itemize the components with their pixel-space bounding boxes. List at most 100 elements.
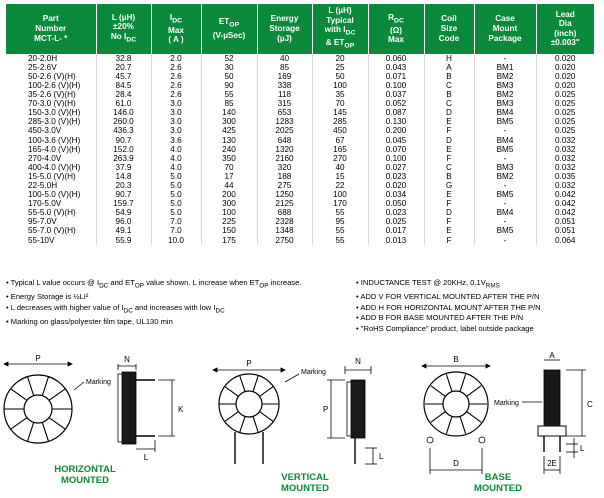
- table-body: 20-2.0H 32.8 2.0 52 40 20 0.060 H -0.020 25-2.6V 2…: [6, 53, 594, 245]
- toroid-inner: [23, 394, 53, 424]
- cell-etop: 70: [201, 162, 258, 172]
- col-header-rdc: RDC (Ω) Max: [368, 4, 425, 54]
- cell-inductance-typical: 70: [312, 99, 369, 109]
- cell-idc-max: 5.0: [151, 171, 202, 181]
- coil-side-edge: [346, 381, 352, 437]
- cell-lead-dia: 0.032: [555, 162, 576, 172]
- table-row: 50-2.6 (V)(H) 45.7 2.6 50 169 50 0.071 B BM2 0.02…: [6, 71, 594, 81]
- cell-lead-dia: 0.042: [555, 190, 576, 200]
- cell-inductance: 90.7: [96, 190, 152, 200]
- coil-side-edge: [117, 373, 123, 443]
- cell-etop: 52: [201, 53, 258, 63]
- cell-etop: 17: [201, 171, 258, 181]
- cell-etop: 100: [201, 208, 258, 218]
- dim-label-c: C: [587, 400, 593, 409]
- cell-etop: 350: [201, 153, 258, 163]
- cell-etop: 130: [201, 135, 258, 145]
- cell-inductance-typical: 20: [312, 53, 369, 63]
- cell-part-number: 165-4.0 (V)(H): [6, 144, 97, 154]
- cell-idc-max: 2.6: [151, 80, 202, 91]
- cell-inductance-typical: 285: [312, 117, 369, 127]
- cell-energy-storage: 40: [257, 53, 313, 63]
- cell-lead-dia: 0.025: [555, 108, 576, 118]
- cell-rdc-max: 0.100: [368, 153, 425, 163]
- cell-lead-dia: 0.020: [555, 80, 576, 90]
- table-row: 270-4.0V 263.9 4.0 350 2160 270 0.100 F - 0.032: [6, 153, 594, 163]
- cell-energy-storage: 320: [257, 162, 313, 172]
- cell-part-number: 20-2.0H: [6, 53, 97, 63]
- cell-idc-max: 3.0: [151, 126, 202, 136]
- toroid-outer: [423, 371, 489, 437]
- table-row: 25-2.6V 20.7 2.6 30 85 25 0.043 A BM1 0.020: [6, 62, 594, 72]
- note-line: • Energy Storage is ½LI²: [6, 292, 89, 302]
- table-row: 450-3.0V 436.3 3.0 425 2025 450 0.200 F - 0.025: [6, 126, 594, 136]
- cell-lead-dia: 0.051: [555, 226, 576, 236]
- dim-label-a: A: [549, 352, 555, 360]
- cell-part-number: 15-5.0 (V)(H): [6, 171, 97, 181]
- cell-energy-storage: 1283: [257, 117, 313, 127]
- cell-part-number: 270-4.0V: [6, 153, 97, 163]
- cell-etop: 175: [201, 235, 258, 245]
- cell-inductance-typical: 270: [312, 153, 369, 163]
- table-row: 285-3.0 (V)(H) 260.0 3.0 300 1283 285 0.130 E BM…: [6, 117, 594, 127]
- cell-part-number: 150-3.0 (V)(H): [6, 108, 97, 118]
- arrow-head: [280, 367, 286, 373]
- cell-idc-max: 2.6: [151, 62, 202, 72]
- cell-idc-max: 4.0: [151, 153, 202, 163]
- base-pin-right: [478, 436, 486, 444]
- cell-part-number: 450-3.0V: [6, 126, 97, 136]
- cell-part-number: 50-2.6 (V)(H): [6, 71, 97, 81]
- cell-inductance-typical: 450: [312, 126, 369, 136]
- cell-rdc-max: 0.200: [368, 126, 425, 136]
- cell-inductance: 61.0: [96, 99, 152, 109]
- cell-coil-size-code: D: [424, 108, 475, 118]
- cell-idc-max: 4.0: [151, 162, 202, 172]
- cell-idc-max: 2.0: [151, 53, 202, 63]
- cell-etop: 55: [201, 90, 258, 100]
- toroid-inner: [442, 390, 470, 418]
- cell-rdc-max: 0.023: [368, 171, 425, 181]
- dim-label-d: D: [453, 459, 459, 468]
- cell-inductance: 49.1: [96, 226, 152, 236]
- coil-side-view: [543, 369, 561, 427]
- dim-label-p: P: [246, 359, 251, 368]
- base-pin-left: [426, 436, 434, 444]
- cell-case-mount-package: BM5: [474, 144, 537, 154]
- arrow-head: [67, 361, 73, 367]
- cell-part-number: 100-5.0 (V)(H): [6, 190, 97, 200]
- cell-inductance: 55.9: [96, 235, 152, 245]
- table-row: 165-4.0 (V)(H) 152.0 4.0 240 1320 165 0.070 E BM…: [6, 144, 594, 154]
- table-row: 100-2.6 (V)(H) 84.5 2.6 90 338 100 0.100 C BM3 0.…: [6, 80, 594, 91]
- cell-part-number: 400-4.0 (V)(H): [6, 162, 97, 172]
- cell-inductance-typical: 25: [312, 62, 369, 72]
- cell-energy-storage: 653: [257, 108, 313, 118]
- cell-case-mount-package: BM5: [474, 117, 537, 127]
- cell-coil-size-code: E: [424, 190, 475, 200]
- note-line: • Typical L value occurs @ IDC and ETOP …: [6, 278, 302, 290]
- cell-rdc-max: 0.037: [368, 90, 425, 100]
- cell-case-mount-package: BM4: [474, 135, 537, 145]
- cell-idc-max: 3.0: [151, 117, 202, 127]
- cell-inductance-typical: 165: [312, 144, 369, 154]
- dim-label-2e: 2E: [547, 459, 557, 468]
- col-header-inductance-no-idc: L (µH) ±20% No IDC: [96, 4, 152, 54]
- cell-idc-max: 7.0: [151, 217, 202, 227]
- cell-inductance-typical: 35: [312, 90, 369, 100]
- cell-lead-dia: 0.020: [555, 62, 576, 72]
- dim-label-p: P: [35, 354, 40, 363]
- cell-rdc-max: 0.034: [368, 190, 425, 200]
- dim-label-l: L: [580, 444, 585, 453]
- cell-coil-size-code: E: [424, 117, 475, 127]
- base-mount: [537, 425, 567, 437]
- cell-rdc-max: 0.060: [368, 53, 425, 63]
- cell-case-mount-package: BM3: [474, 162, 537, 172]
- cell-etop: 240: [201, 144, 258, 154]
- cell-etop: 140: [201, 108, 258, 118]
- table-row: 55-5.0 (V)(H) 54.9 5.0 100 688 55 0.023 D BM4 0.0…: [6, 208, 594, 218]
- cell-idc-max: 5.0: [151, 208, 202, 218]
- cell-coil-size-code: F: [424, 217, 475, 227]
- table-row: 170-5.0V 159.7 5.0 300 2125 170 0.050 F - 0.042: [6, 199, 594, 209]
- cell-coil-size-code: G: [424, 180, 475, 191]
- cell-inductance-typical: 100: [312, 80, 369, 91]
- cell-energy-storage: 2750: [257, 235, 313, 245]
